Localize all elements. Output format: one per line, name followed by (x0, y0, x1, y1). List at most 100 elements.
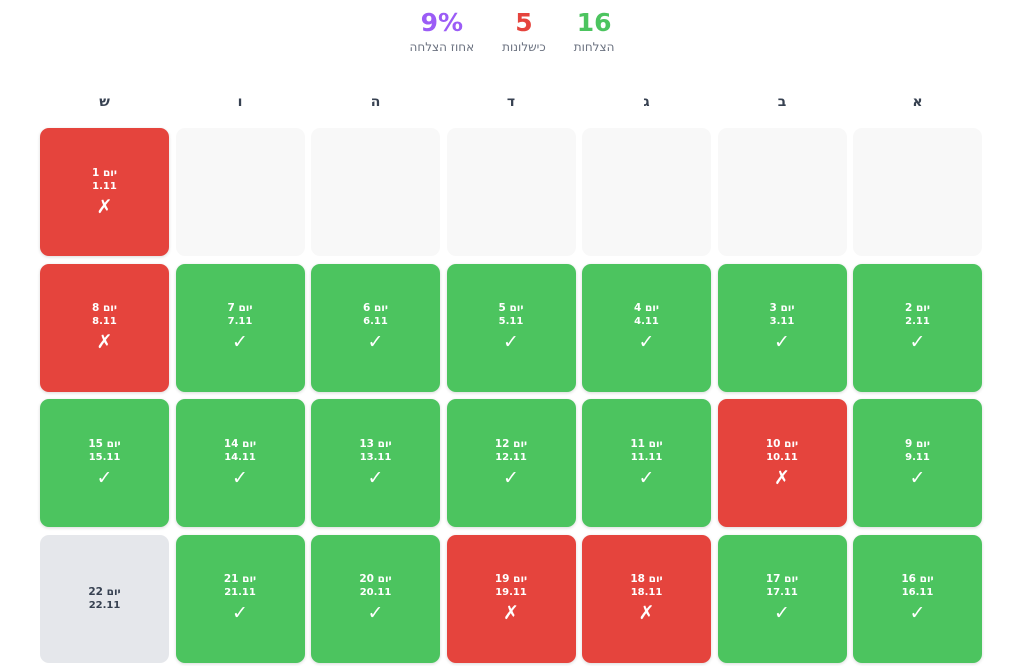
day-date: 6.11 (363, 316, 388, 327)
calendar-day-cell[interactable]: יום 14 14.11 ✓ (175, 399, 305, 527)
calendar-day-cell[interactable]: יום 5 5.11 ✓ (446, 263, 576, 392)
calendar-day-cell[interactable]: יום 9 9.11 ✓ (853, 399, 982, 527)
stat-failures: 5 כישלונות (502, 8, 546, 56)
calendar-empty-cell (446, 128, 576, 256)
calendar-empty-cell (853, 128, 982, 256)
check-icon: ✓ (96, 466, 113, 489)
calendar-empty-cell (717, 128, 847, 256)
day-date: 5.11 (498, 316, 524, 327)
calendar-day-cell[interactable]: יום 6 6.11 ✓ (311, 263, 440, 392)
calendar-day-cell[interactable]: יום 4 4.11 ✓ (582, 263, 711, 392)
calendar-day-cell[interactable]: יום 20 20.11 ✓ (311, 534, 440, 663)
check-icon: ✓ (638, 331, 655, 353)
stat-successes: 16 הצלחות (574, 8, 615, 56)
day-title: יום 19 (494, 573, 528, 585)
day-title: יום 14 (223, 437, 257, 450)
cross-icon: ✗ (96, 331, 113, 353)
day-date: 15.11 (88, 451, 121, 463)
check-icon: ✓ (909, 602, 926, 624)
day-title: יום 17 (765, 573, 799, 585)
day-date: 22.11 (88, 599, 121, 611)
calendar-empty-cell (582, 128, 711, 256)
day-title: יום 15 (88, 437, 121, 450)
calendar-day-cell[interactable]: יום 8 8.11 ✗ (40, 263, 169, 392)
success-rate-value: 9% (420, 8, 464, 37)
calendar-day-cell[interactable]: יום 12 12.11 ✓ (446, 399, 576, 527)
day-date: 1.11 (92, 180, 117, 192)
check-icon: ✓ (909, 466, 926, 489)
day-date: 18.11 (630, 587, 663, 598)
day-title: יום 11 (630, 437, 663, 450)
day-date: 19.11 (495, 587, 527, 598)
failures-count: 5 (515, 8, 533, 37)
weekday-label: ג (643, 94, 650, 110)
day-date: 14.11 (224, 451, 256, 463)
day-date: 16.11 (901, 587, 934, 598)
cross-icon: ✗ (503, 602, 519, 624)
calendar-day-cell[interactable]: יום 13 13.11 ✓ (311, 399, 440, 527)
calendar-empty-cell (175, 128, 305, 256)
calendar-empty-cell (311, 128, 440, 256)
day-title: יום 16 (901, 573, 934, 585)
day-date: 2.11 (905, 316, 930, 327)
day-title: יום 5 (498, 302, 524, 314)
day-title: יום 18 (630, 573, 663, 585)
day-title: יום 12 (494, 437, 528, 450)
calendar-day-cell[interactable]: יום 16 16.11 ✓ (853, 534, 982, 663)
check-icon: ✓ (774, 602, 790, 624)
day-title: יום 21 (223, 573, 257, 585)
day-date: 9.11 (905, 451, 930, 463)
successes-count: 16 (576, 8, 612, 37)
calendar-day-cell[interactable]: יום 22 22.11 (40, 534, 169, 663)
weekday-label: ד (506, 94, 516, 110)
cross-icon: ✗ (96, 195, 113, 218)
calendar-day-cell[interactable]: יום 1 1.11 ✗ (40, 128, 169, 256)
calendar-day-cell[interactable]: יום 11 11.11 ✓ (582, 399, 711, 527)
check-icon: ✓ (774, 331, 790, 353)
calendar-day-cell[interactable]: יום 15 15.11 ✓ (40, 399, 169, 527)
cross-icon: ✗ (774, 466, 790, 489)
day-date: 12.11 (495, 451, 527, 463)
day-date: 13.11 (359, 451, 392, 463)
failures-label: כישלונות (502, 40, 546, 54)
weekday-label: ה (370, 94, 381, 110)
check-icon: ✓ (232, 602, 248, 624)
calendar-day-cell[interactable]: יום 7 7.11 ✓ (175, 263, 305, 392)
check-icon: ✓ (367, 466, 384, 489)
calendar-day-cell[interactable]: יום 18 18.11 ✗ (582, 534, 711, 663)
calendar-day-cell[interactable]: יום 3 3.11 ✓ (717, 263, 847, 392)
weekday-label: ש (99, 94, 110, 110)
day-date: 7.11 (227, 316, 253, 327)
calendar-day-cell[interactable]: יום 10 10.11 ✗ (717, 399, 847, 527)
weekday-label: א (912, 94, 923, 110)
stat-success-rate: 9% אחוז הצלחה (410, 8, 475, 56)
day-title: יום 13 (359, 437, 392, 450)
calendar-day-cell[interactable]: יום 21 21.11 ✓ (175, 534, 305, 663)
day-date: 21.11 (224, 587, 256, 598)
day-title: יום 2 (905, 302, 930, 314)
check-icon: ✓ (503, 466, 519, 489)
check-icon: ✓ (503, 331, 519, 353)
calendar-day-cell[interactable]: יום 17 17.11 ✓ (717, 534, 847, 663)
day-date: 10.11 (766, 451, 798, 463)
calendar-day-cell[interactable]: יום 19 19.11 ✗ (446, 534, 576, 663)
calendar-day-cell[interactable]: יום 2 2.11 ✓ (853, 263, 982, 392)
day-title: יום 7 (227, 302, 253, 314)
check-icon: ✓ (638, 466, 655, 489)
day-title: יום 8 (92, 302, 117, 314)
check-icon: ✓ (367, 331, 384, 353)
stats-bar: 16 הצלחות 5 כישלונות 9% אחוז הצלחה (0, 8, 1024, 56)
day-title: יום 4 (634, 302, 659, 314)
day-date: 11.11 (630, 451, 663, 463)
check-icon: ✓ (367, 602, 384, 624)
day-title: יום 20 (359, 573, 392, 585)
success-rate-label: אחוז הצלחה (409, 40, 475, 54)
calendar-grid: יום 1 1.11 ✗ יום 2 2.11 ✓ יום 3 3.11 ✓ יום 4 4.11 ✓… (40, 128, 982, 663)
successes-label: הצלחות (573, 40, 615, 54)
day-date: 20.11 (359, 587, 392, 598)
day-title: יום 3 (769, 302, 795, 314)
day-date: 3.11 (769, 316, 795, 327)
day-date: 4.11 (634, 316, 659, 327)
day-title: יום 6 (363, 302, 388, 314)
check-icon: ✓ (232, 331, 248, 353)
